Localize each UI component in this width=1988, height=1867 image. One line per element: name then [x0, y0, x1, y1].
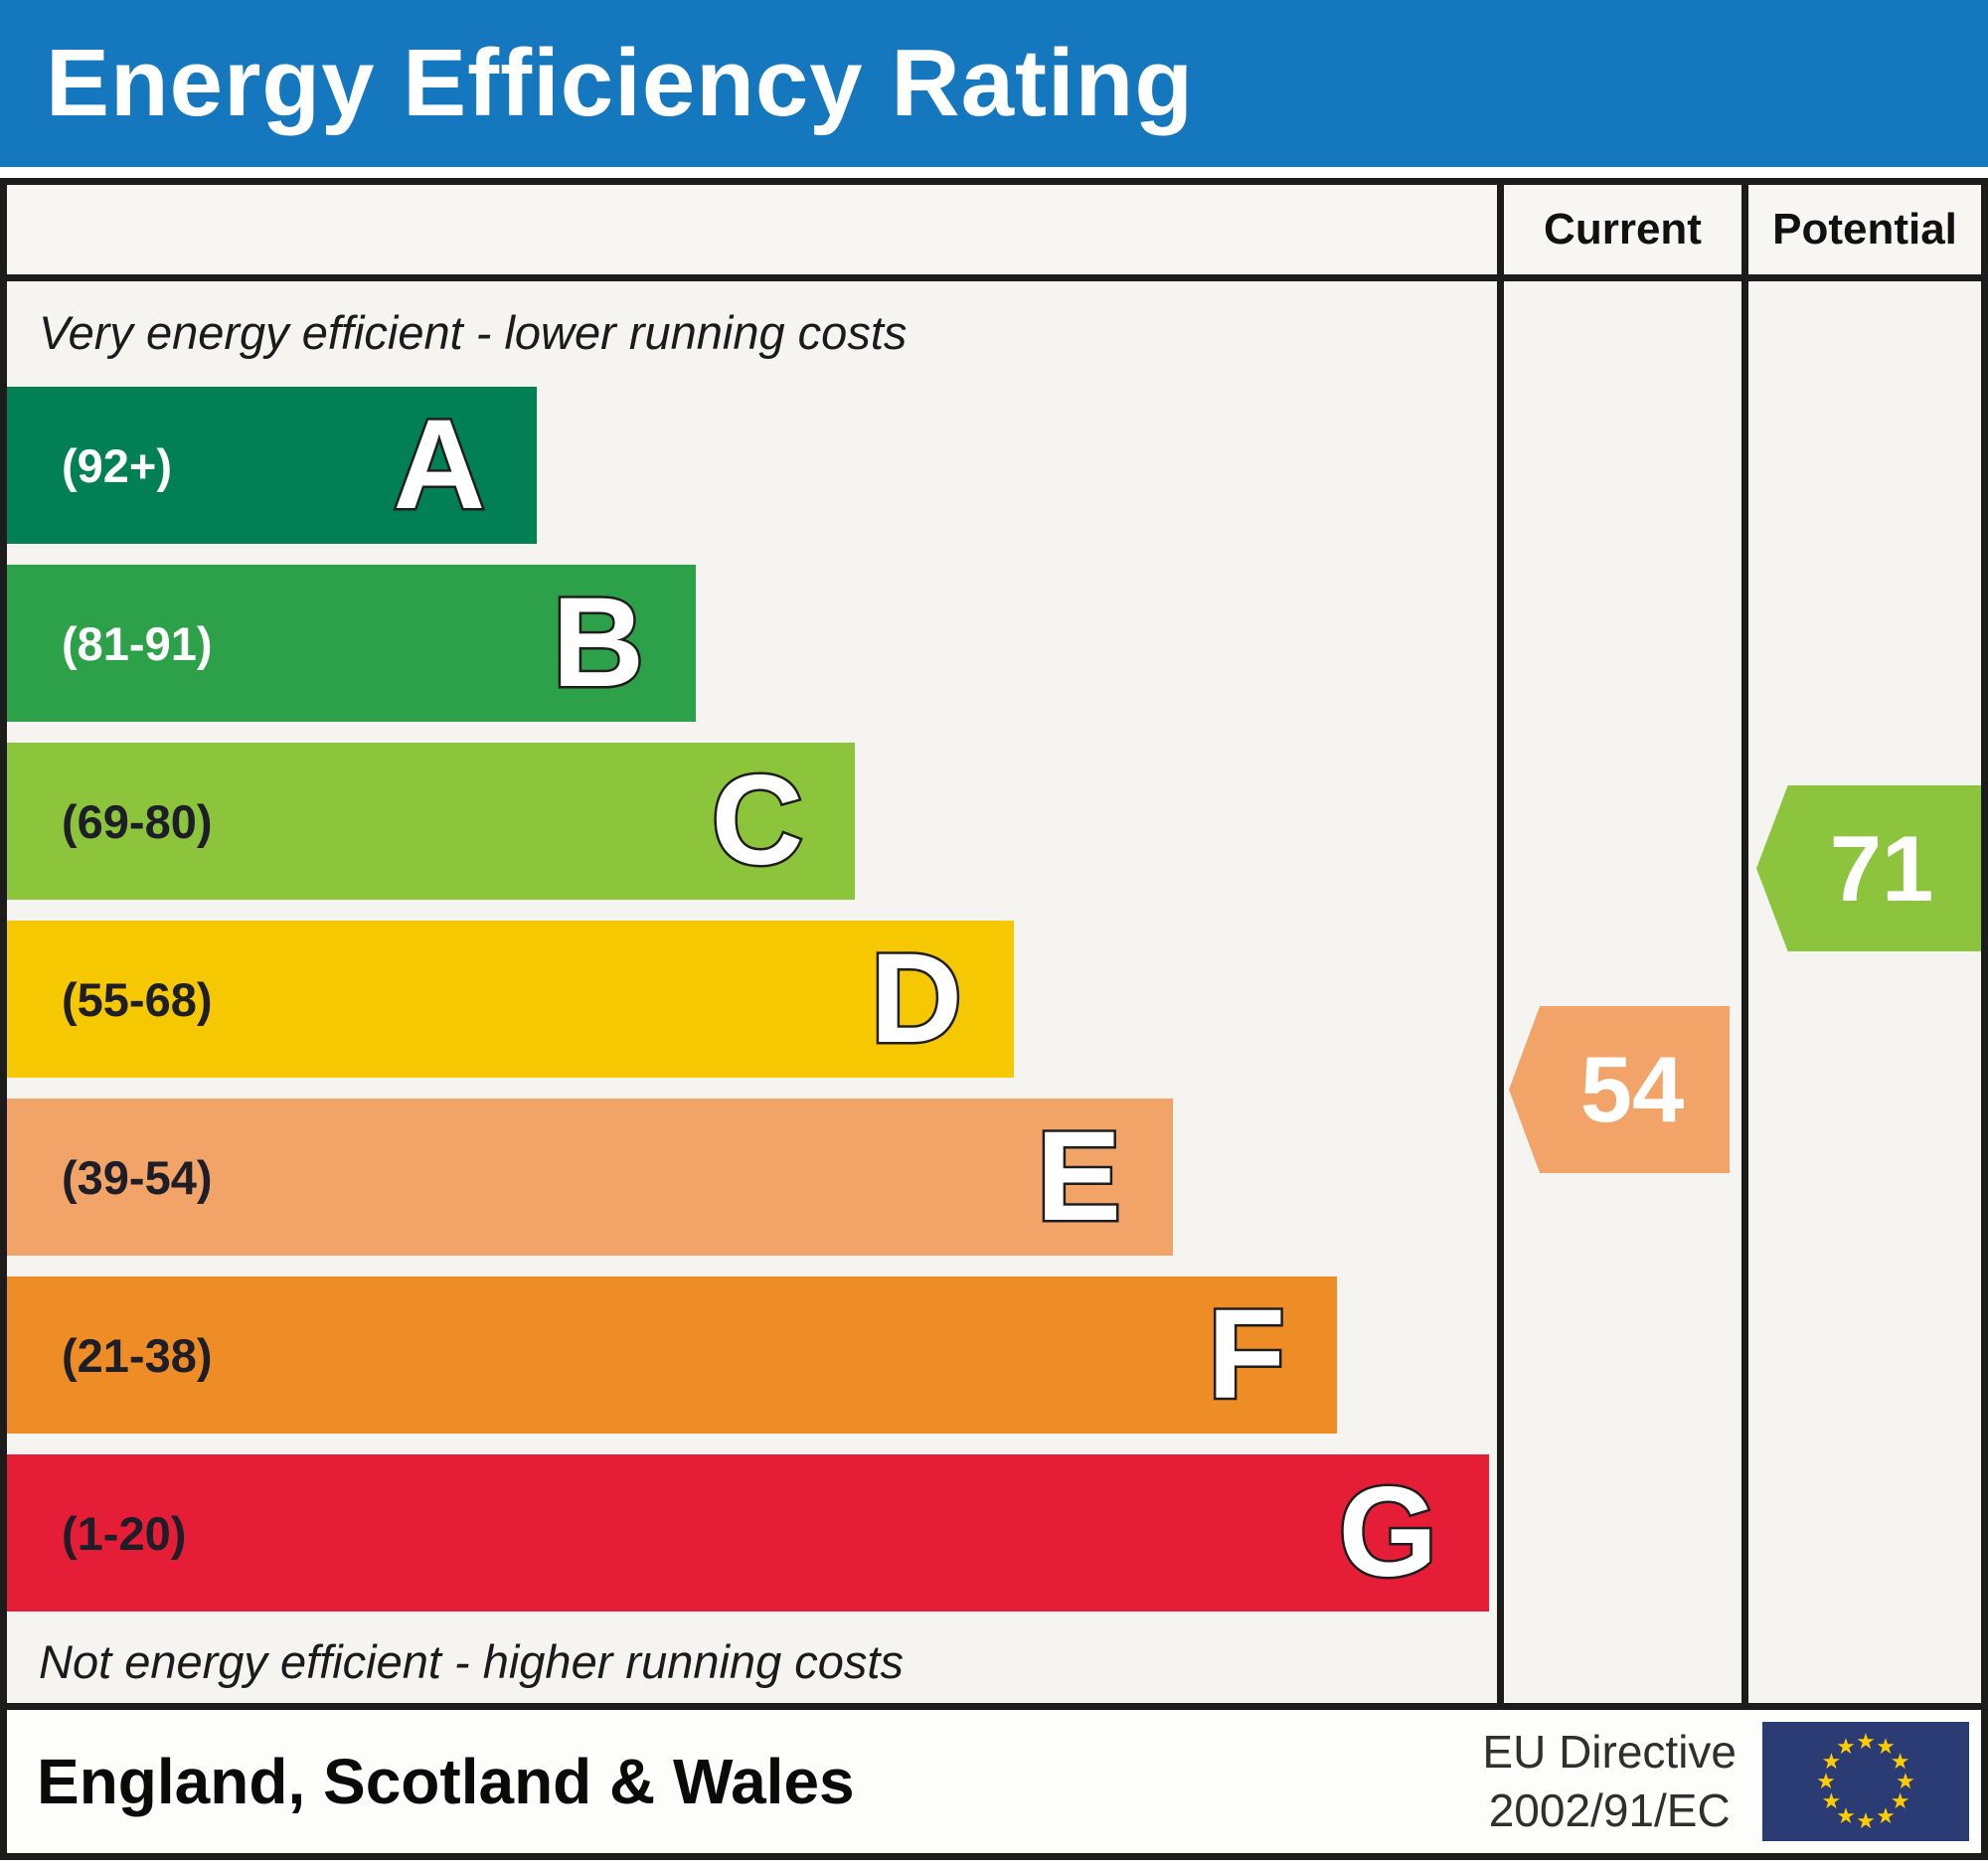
- bands: (92+) A (81-91) B (69-80) C (55-68) D (39-54) E (2…: [7, 387, 1497, 1632]
- band-E: (39-54) E: [7, 1099, 1173, 1256]
- eu-flag-star: ★: [1890, 1749, 1910, 1774]
- eu-flag-star: ★: [1876, 1734, 1896, 1760]
- band-letter: E: [1034, 1103, 1123, 1251]
- band-letter: A: [391, 392, 487, 539]
- table-header-row: Current Potential: [7, 185, 1981, 281]
- band-D: (55-68) D: [7, 921, 1014, 1078]
- eu-flag-star: ★: [1856, 1729, 1876, 1754]
- eu-flag-star: ★: [1836, 1734, 1856, 1760]
- band-letter: D: [868, 926, 964, 1073]
- band-G: (1-20) G: [7, 1454, 1489, 1612]
- band-chart-area: Very energy efficient - lower running co…: [7, 281, 1497, 1703]
- eu-directive-label: EU Directive 2002/91/EC: [1482, 1723, 1737, 1840]
- band-range-label: (81-91): [62, 616, 213, 670]
- potential-column-header: Potential: [1741, 185, 1981, 274]
- band-letter: C: [709, 748, 805, 895]
- current-rating-column: 54: [1497, 281, 1741, 1703]
- band-A: (92+) A: [7, 387, 537, 544]
- current-column-header: Current: [1497, 185, 1741, 274]
- band-range-label: (39-54): [62, 1150, 213, 1204]
- header-spacer-cell: [7, 185, 1497, 274]
- page-title: Energy Efficiency Rating: [46, 30, 1194, 136]
- eu-flag-star: ★: [1821, 1749, 1842, 1774]
- bottom-note: Not energy efficient - higher running co…: [39, 1635, 904, 1688]
- current-column-label: Current: [1544, 205, 1702, 254]
- eu-flag-star: ★: [1816, 1769, 1836, 1793]
- potential-rating-arrow: 71: [1756, 785, 1981, 951]
- table-footer-row: England, Scotland & Wales EU Directive 2…: [7, 1703, 1981, 1853]
- rating-table: Current Potential Very energy efficient …: [0, 178, 1988, 1860]
- potential-rating-column: 71: [1741, 281, 1981, 1703]
- band-letter: G: [1336, 1459, 1440, 1607]
- page-title-bar: Energy Efficiency Rating: [0, 0, 1988, 167]
- band-range-label: (92+): [62, 438, 173, 492]
- band-letter: B: [550, 570, 646, 717]
- eu-flag-star: ★: [1821, 1788, 1842, 1813]
- current-rating-arrow: 54: [1509, 1006, 1730, 1173]
- current-rating-value: 54: [1579, 1037, 1685, 1141]
- eu-flag-star: ★: [1836, 1802, 1856, 1828]
- band-letter: F: [1205, 1281, 1287, 1429]
- band-B: (81-91) B: [7, 565, 696, 722]
- top-note: Very energy efficient - lower running co…: [39, 306, 908, 359]
- eu-flag-star: ★: [1896, 1769, 1915, 1793]
- potential-rating-value: 71: [1829, 815, 1934, 921]
- eu-directive-line2: 2002/91/EC: [1488, 1784, 1731, 1836]
- eu-flag-star: ★: [1876, 1802, 1896, 1828]
- eu-flag-star: ★: [1856, 1808, 1876, 1833]
- band-range-label: (21-38): [62, 1328, 213, 1382]
- band-C: (69-80) C: [7, 743, 855, 900]
- band-range-label: (69-80): [62, 794, 213, 848]
- table-body-row: Very energy efficient - lower running co…: [7, 281, 1981, 1703]
- region-label: England, Scotland & Wales: [37, 1746, 855, 1817]
- potential-column-label: Potential: [1772, 205, 1957, 254]
- band-range-label: (55-68): [62, 972, 213, 1026]
- eu-directive-line1: EU Directive: [1482, 1726, 1737, 1779]
- eu-flag-star: ★: [1890, 1788, 1910, 1813]
- band-F: (21-38) F: [7, 1276, 1337, 1434]
- eu-flag-icon: ★ ★ ★ ★ ★ ★ ★ ★ ★ ★ ★ ★: [1762, 1722, 1969, 1841]
- band-range-label: (1-20): [62, 1506, 187, 1560]
